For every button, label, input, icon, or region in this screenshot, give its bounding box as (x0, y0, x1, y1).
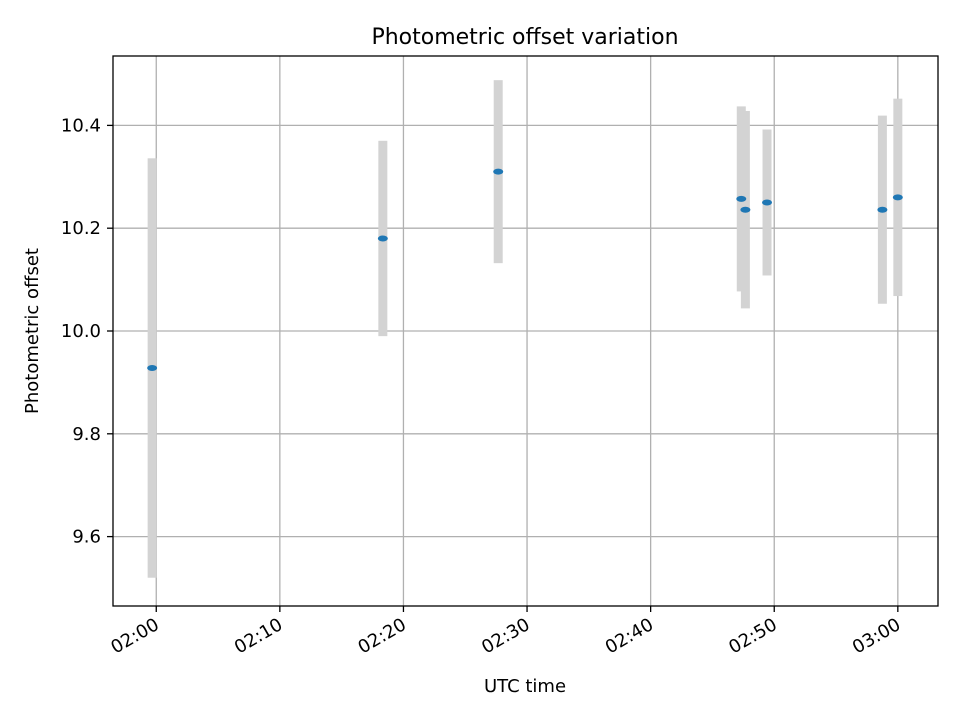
y-tick-label: 9.8 (72, 424, 101, 445)
data-point (377, 235, 388, 242)
data-point (147, 365, 158, 372)
data-point (762, 199, 773, 206)
data-point (740, 206, 751, 213)
y-tick-label: 9.6 (72, 527, 101, 548)
data-point (892, 194, 903, 201)
x-axis-label: UTC time (484, 676, 566, 697)
y-tick-label: 10.4 (61, 115, 101, 136)
y-tick-label: 10.2 (61, 218, 101, 239)
data-points (147, 168, 903, 372)
grid (113, 56, 938, 606)
y-axis-ticks: 9.6 9.8 10.0 10.2 10.4 (61, 115, 113, 548)
data-point (736, 195, 747, 202)
data-point (493, 168, 504, 175)
chart-title: Photometric offset variation (371, 25, 678, 50)
data-point (877, 206, 888, 213)
y-axis-label: Photometric offset (22, 248, 43, 414)
y-tick-label: 10.0 (61, 321, 101, 342)
